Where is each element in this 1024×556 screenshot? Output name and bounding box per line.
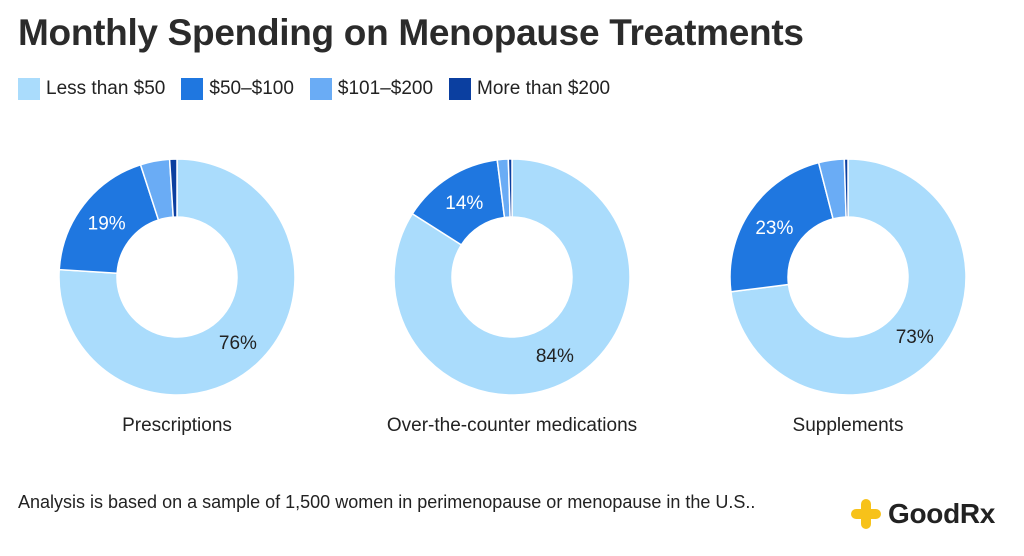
donut-slice-less-than-50 [58,158,296,396]
legend-label: $50–$100 [209,78,294,99]
legend-item-50-100: $50–$100 [181,78,294,100]
legend: Less than $50 $50–$100 $101–$200 More th… [18,78,626,100]
donut-slice-more-than-200 [168,158,178,218]
chart-title: Monthly Spending on Menopause Treatments [18,12,804,53]
donut-slice-less-than-50 [730,158,967,396]
footnote: Analysis is based on a sample of 1,500 w… [18,492,756,512]
legend-label: Less than $50 [46,78,166,99]
data-label: 14% [445,193,483,214]
legend-swatch [181,78,204,100]
chart-label: Over-the-counter medications [387,415,637,436]
legend-swatch [449,78,472,100]
chart-label: Supplements [793,415,904,436]
data-label: 23% [755,218,793,239]
chart-label: Prescriptions [122,415,232,436]
data-label: 84% [536,346,574,367]
legend-item-less-than-50: Less than $50 [18,78,165,100]
legend-label: $101–$200 [337,78,434,99]
legend-swatch [309,78,332,100]
legend-item-101-200: $101–$200 [309,78,434,100]
legend-label: More than $200 [477,78,611,99]
data-label: 76% [219,333,257,354]
donut-slice-more-than-200 [843,158,849,218]
brand-name: GoodRx [888,498,996,529]
data-label: 73% [896,327,934,348]
brand-logo: GoodRx [850,498,995,530]
donut-slice-less-than-50 [393,158,631,396]
data-label: 19% [88,213,126,234]
donut-slice-more-than-200 [507,158,513,218]
legend-swatch [18,78,40,100]
donut-slice-50-100 [729,161,834,293]
plus-logo-icon [851,499,881,529]
legend-item-more-than-200: More than $200 [449,78,610,100]
